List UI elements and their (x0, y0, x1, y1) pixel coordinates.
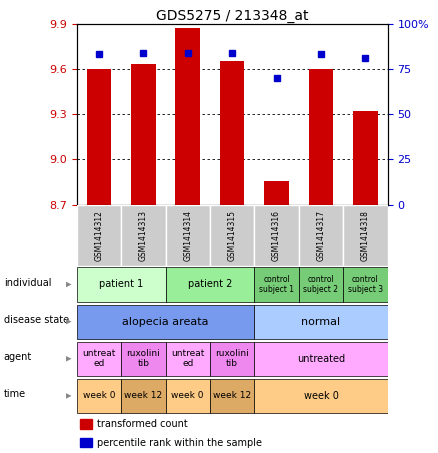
Text: alopecia areata: alopecia areata (122, 317, 209, 327)
Bar (80, 438, 92, 448)
Bar (77, 205, 121, 266)
Text: control
subject 2: control subject 2 (304, 275, 339, 294)
Text: untreated: untreated (297, 354, 345, 364)
Bar (254, 205, 299, 266)
Text: GSM1414313: GSM1414313 (139, 210, 148, 261)
Text: GSM1414317: GSM1414317 (317, 210, 325, 261)
Text: GSM1414314: GSM1414314 (183, 210, 192, 261)
Bar (299, 205, 343, 266)
Bar (87, 69, 111, 205)
Text: week 0: week 0 (304, 391, 339, 401)
Text: week 12: week 12 (124, 391, 162, 400)
Text: normal: normal (301, 317, 341, 327)
Title: GDS5275 / 213348_at: GDS5275 / 213348_at (156, 9, 308, 23)
Text: control
subject 3: control subject 3 (348, 275, 383, 294)
Bar (254, 342, 388, 376)
Text: patient 1: patient 1 (99, 280, 143, 289)
Bar (343, 205, 388, 266)
Bar (166, 267, 254, 302)
Text: GSM1414312: GSM1414312 (94, 210, 103, 261)
Bar (210, 379, 254, 413)
Text: week 0: week 0 (83, 391, 115, 400)
Text: ruxolini
tib: ruxolini tib (127, 349, 160, 368)
Text: untreat
ed: untreat ed (82, 349, 116, 368)
Bar (343, 267, 388, 302)
Bar (210, 205, 254, 266)
Text: individual: individual (4, 278, 51, 288)
Bar (166, 205, 210, 266)
Bar (220, 61, 244, 205)
Text: GSM1414318: GSM1414318 (361, 210, 370, 261)
Bar (265, 181, 289, 205)
Bar (121, 342, 166, 376)
Bar (80, 419, 92, 429)
Text: GSM1414315: GSM1414315 (228, 210, 237, 261)
Text: time: time (4, 389, 26, 399)
Bar (254, 379, 388, 413)
Bar (131, 64, 155, 205)
Text: week 12: week 12 (213, 391, 251, 400)
Bar (166, 379, 210, 413)
Bar (210, 342, 254, 376)
Text: percentile rank within the sample: percentile rank within the sample (97, 438, 262, 448)
Bar (353, 111, 378, 205)
Bar (77, 304, 254, 339)
Bar (309, 69, 333, 205)
Bar (121, 205, 166, 266)
Bar (77, 342, 121, 376)
Bar (254, 267, 299, 302)
Bar (254, 304, 388, 339)
Text: agent: agent (4, 352, 32, 362)
Bar (299, 267, 343, 302)
Text: untreat
ed: untreat ed (171, 349, 205, 368)
Bar (176, 28, 200, 205)
Bar (77, 267, 166, 302)
Bar (166, 342, 210, 376)
Bar (77, 379, 121, 413)
Text: transformed count: transformed count (97, 419, 187, 429)
Text: patient 2: patient 2 (188, 280, 232, 289)
Text: GSM1414316: GSM1414316 (272, 210, 281, 261)
Bar (121, 379, 166, 413)
Text: disease state: disease state (4, 315, 69, 325)
Text: ruxolini
tib: ruxolini tib (215, 349, 249, 368)
Text: control
subject 1: control subject 1 (259, 275, 294, 294)
Text: week 0: week 0 (171, 391, 204, 400)
